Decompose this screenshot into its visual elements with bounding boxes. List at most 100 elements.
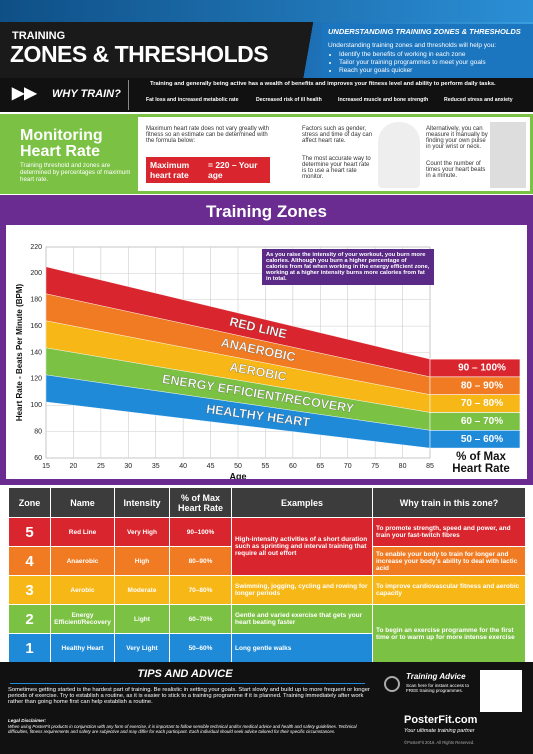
legend-label: 60 – 70%: [461, 416, 503, 427]
x-tick-label: 60: [289, 463, 297, 470]
y-tick-label: 100: [30, 402, 42, 409]
y-tick-label: 140: [30, 349, 42, 356]
zone-reason: To enable your body to train for longer …: [372, 546, 526, 576]
factors-text: Factors such as gender, stress and time …: [302, 126, 373, 144]
zone-intensity: Very Light: [114, 633, 170, 663]
zone-intensity: Moderate: [114, 575, 170, 605]
monitoring-title: Monitoring Heart Rate: [20, 127, 103, 160]
info-bullet: Reach your goals quicker: [339, 67, 486, 75]
zone-name: Anaerobic: [50, 546, 115, 576]
zone-reason: To begin an exercise programme for the f…: [372, 604, 526, 663]
zone-number: 1: [8, 633, 51, 663]
y-tick-label: 80: [34, 428, 42, 435]
zone-number: 2: [8, 604, 51, 634]
x-tick-label: 25: [97, 463, 105, 470]
info-intro: Understanding training zones and thresho…: [328, 42, 497, 49]
info-title: UNDERSTANDING TRAINING ZONES & THRESHOLD…: [328, 27, 521, 36]
formula-box: [146, 157, 270, 183]
x-tick-label: 45: [207, 463, 215, 470]
legend-label: 50 – 60%: [461, 434, 503, 445]
info-bullet: Identify the benefits of working in each…: [339, 51, 486, 59]
zone-intensity: Light: [114, 604, 170, 634]
zone-example: High-intensity activities of a short dur…: [231, 517, 373, 576]
table-body: 5 Red Line Very High 90–100% High-intensity …: [8, 517, 526, 663]
zone-percent: 80–90%: [169, 546, 232, 576]
table-row: 2 Energy Efficient/Recovery Light 60–70% Gen…: [8, 604, 526, 663]
zone-percent: 90–100%: [169, 517, 232, 547]
formula-right: = 220 – Your age: [208, 160, 258, 180]
benefit: Reduced stress and anxiety: [444, 97, 513, 103]
table-row: 3 Aerobic Moderate 70–80% Swimming, jogging,…: [8, 575, 526, 605]
manual-text: Alternatively, you can measure it manual…: [426, 126, 488, 150]
legend-title: % of Max Heart Rate: [452, 451, 510, 475]
legend-label: 90 – 100%: [458, 363, 506, 374]
zone-percent: 70–80%: [169, 575, 232, 605]
x-tick-label: 35: [152, 463, 160, 470]
zone-intensity: High: [114, 546, 170, 576]
x-tick-label: 70: [344, 463, 352, 470]
x-tick-label: 85: [426, 463, 434, 470]
info-bullets: Identify the benefits of working in each…: [330, 51, 486, 75]
disclaimer-title: Legal Disclaimer:: [8, 718, 47, 723]
table-row: 4 Anaerobic High 80–90% To enable your body …: [8, 546, 526, 576]
header-title: ZONES & THRESHOLDS: [10, 41, 269, 67]
y-tick-label: 60: [34, 455, 42, 462]
tips-title: TIPS AND ADVICE: [137, 668, 233, 680]
why-divider: [128, 80, 129, 110]
info-box: UNDERSTANDING TRAINING ZONES & THRESHOLD…: [322, 24, 533, 78]
table-header: Why train in this zone?: [372, 487, 526, 518]
estimate-text: Maximum heart rate does not vary greatly…: [146, 126, 270, 144]
zone-number: 5: [8, 517, 51, 547]
count-text: Count the number of times your heart bea…: [426, 161, 486, 179]
chart-annotation: As you raise the intensity of your worko…: [262, 249, 434, 285]
y-tick-label: 200: [30, 270, 42, 277]
x-tick-label: 55: [262, 463, 270, 470]
x-axis-label: Age: [229, 471, 246, 479]
x-tick-label: 40: [179, 463, 187, 470]
tagline: Your ultimate training partner: [404, 728, 475, 734]
why-arrows: ▶▶: [12, 85, 37, 102]
monitor-text: The most accurate way to determine your …: [302, 156, 371, 180]
brand: PosterFit.com: [404, 714, 478, 726]
zone-example: Gentle and varied exercise that gets you…: [231, 604, 373, 634]
legend-label: 70 – 80%: [461, 398, 503, 409]
header-kicker: TRAINING: [12, 30, 66, 42]
zone-reason: To improve cardiovascular fitness and ae…: [372, 575, 526, 605]
x-tick-label: 80: [399, 463, 407, 470]
monitoring-subtitle: Training threshold and zones are determi…: [20, 162, 131, 183]
table-header: Zone: [8, 487, 51, 518]
zone-intensity: Very High: [114, 517, 170, 547]
tips-rule: [10, 683, 365, 684]
monitoring: Monitoring Heart Rate Training threshold…: [0, 114, 533, 194]
zone-name: Red Line: [50, 517, 115, 547]
zone-example: Long gentle walks: [231, 633, 373, 663]
copyright: ©PosterFit 2016. All Rights Reserved.: [404, 740, 475, 745]
footer: TIPS AND ADVICE Sometimes getting starte…: [0, 662, 533, 754]
x-tick-label: 30: [124, 463, 132, 470]
why-title: WHY TRAIN?: [52, 88, 121, 100]
zone-name: Aerobic: [50, 575, 115, 605]
header-band: [0, 0, 533, 22]
table-header: % of Max Heart Rate: [169, 487, 232, 518]
benefit: Fat loss and increased metabolic rate: [146, 97, 239, 103]
zone-percent: 60–70%: [169, 604, 232, 634]
zone-percent: 50–60%: [169, 633, 232, 663]
zone-name: Energy Efficient/Recovery: [50, 604, 115, 634]
qr-code: [480, 670, 522, 712]
y-tick-label: 120: [30, 376, 42, 383]
zones-title: Training Zones: [206, 202, 327, 221]
x-tick-label: 65: [316, 463, 324, 470]
y-tick-label: 220: [30, 244, 42, 251]
x-tick-label: 50: [234, 463, 242, 470]
zone-example: Swimming, jogging, cycling and rowing fo…: [231, 575, 373, 605]
advice-text: Scan here for instant access to FREE tra…: [406, 683, 470, 693]
y-tick-label: 180: [30, 297, 42, 304]
header: TRAINING ZONES & THRESHOLDS UNDERSTANDIN…: [0, 0, 533, 78]
benefit: Decreased risk of ill health: [256, 97, 322, 103]
table-row: 5 Red Line Very High 90–100% High-intensity …: [8, 517, 526, 576]
disclaimer: When using PosterFit products in conjunc…: [8, 724, 357, 734]
legend-label: 80 – 90%: [461, 380, 503, 391]
x-tick-label: 20: [70, 463, 78, 470]
photo-placeholder: [378, 122, 420, 188]
